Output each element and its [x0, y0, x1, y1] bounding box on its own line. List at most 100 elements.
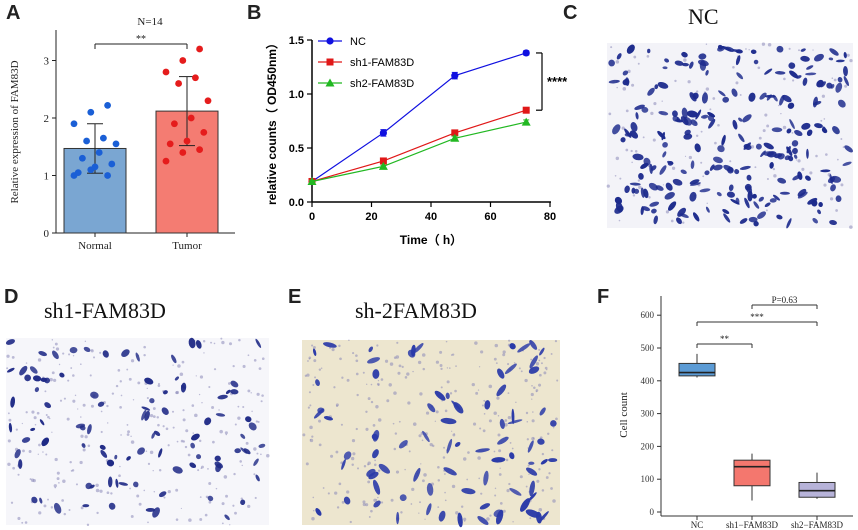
micrograph-pore — [254, 496, 257, 499]
micrograph-cell — [672, 178, 683, 186]
micrograph-pore — [831, 77, 834, 80]
micrograph-cell — [624, 128, 632, 138]
micrograph-pore — [653, 102, 657, 106]
micrograph-pore — [535, 362, 540, 366]
micrograph-cell — [457, 512, 463, 528]
micrograph-cell — [451, 400, 461, 410]
micrograph-pore — [374, 459, 377, 462]
micrograph-cell — [158, 448, 163, 458]
micrograph-cell — [539, 347, 545, 356]
micrograph-pore — [211, 406, 215, 410]
micrograph-cell — [647, 87, 655, 96]
micrograph-cell — [752, 193, 757, 199]
micrograph-pore — [82, 448, 86, 452]
micrograph-pore — [474, 341, 478, 345]
micrograph-pore — [618, 219, 621, 222]
micrograph-pore — [91, 349, 93, 351]
micrograph-pore — [494, 494, 497, 497]
micrograph-pore — [143, 353, 146, 357]
micrograph-cell — [738, 133, 745, 143]
micrograph-cell — [312, 348, 317, 356]
micrograph-cell — [692, 212, 700, 222]
micrograph-pore — [791, 131, 794, 134]
micrograph-pore — [638, 185, 642, 190]
micrograph-pore — [365, 427, 369, 431]
micrograph-pore — [119, 380, 122, 383]
micrograph-pore — [767, 43, 772, 47]
micrograph-pore — [633, 55, 637, 59]
micrograph-pore — [525, 411, 529, 415]
micrograph-pore — [455, 511, 459, 515]
micrograph-pore — [95, 488, 100, 493]
micrograph-pore — [377, 383, 380, 386]
micrograph-pore — [335, 404, 339, 407]
micrograph-pore — [318, 368, 322, 371]
micrograph-pore — [443, 446, 446, 449]
micrograph-cell — [746, 174, 752, 181]
micrograph-cell — [681, 62, 689, 67]
micrograph-pore — [242, 364, 246, 368]
micrograph-pore — [502, 350, 506, 354]
micrograph-cell — [800, 55, 810, 62]
micrograph-pore — [351, 463, 354, 466]
micrograph-pore — [318, 419, 322, 423]
micrograph-cell — [158, 491, 167, 498]
micrograph-pore — [74, 394, 77, 397]
micrograph-pore — [247, 389, 251, 393]
micrograph-pore — [33, 416, 37, 420]
micrograph-cell — [529, 355, 538, 369]
micrograph-pore — [58, 363, 61, 366]
micrograph-cell — [686, 110, 698, 118]
micrograph-pore — [376, 344, 379, 347]
micrograph-pore — [615, 156, 620, 161]
micrograph-pore — [100, 410, 103, 413]
micrograph-cell — [629, 130, 639, 139]
micrograph-pore — [318, 443, 322, 447]
micrograph-cell — [753, 59, 759, 65]
micrograph-cell — [477, 516, 489, 525]
micrograph-cell — [753, 201, 760, 209]
micrograph-pore — [136, 494, 140, 498]
micrograph-cell — [422, 430, 430, 443]
micrograph-cell — [674, 60, 684, 66]
micrograph-cell — [769, 198, 777, 203]
a-data-point — [70, 120, 78, 128]
micrograph-pore — [406, 372, 410, 376]
micrograph-cell — [10, 396, 16, 408]
micrograph-cell — [818, 202, 823, 208]
micrograph-cell — [681, 51, 688, 58]
micrograph-pore — [6, 354, 10, 358]
micrograph-cell — [315, 508, 322, 516]
micrograph-pore — [766, 124, 770, 128]
micrograph-pore — [327, 492, 330, 495]
micrograph-cell — [323, 342, 337, 348]
micrograph-pore — [245, 441, 249, 445]
micrograph-pore — [370, 509, 373, 513]
micrograph-pore — [538, 468, 541, 471]
micrograph-pore — [846, 53, 850, 57]
micrograph-cell — [79, 425, 86, 431]
micrograph-pore — [30, 478, 35, 482]
f-y-tick-label: 200 — [641, 441, 655, 451]
micrograph-pore — [497, 414, 500, 417]
micrograph-cell — [717, 145, 725, 153]
micrograph-cell — [709, 164, 715, 171]
micrograph-pore — [165, 427, 169, 431]
micrograph-pore — [518, 367, 521, 370]
micrograph-cell — [161, 407, 169, 415]
f-y-tick-label: 500 — [641, 343, 655, 353]
micrograph-pore — [7, 412, 10, 415]
micrograph-pore — [384, 359, 389, 363]
micrograph-pore — [362, 502, 366, 507]
micrograph-pore — [90, 404, 94, 408]
micrograph-nc-image — [606, 42, 853, 229]
micrograph-pore — [531, 419, 535, 423]
micrograph-pore — [309, 404, 312, 407]
b-y-tick-label: 1.5 — [289, 35, 304, 47]
micrograph-pore — [407, 401, 411, 405]
micrograph-cell — [32, 375, 42, 382]
micrograph-pore — [723, 145, 725, 147]
micrograph-cell — [779, 191, 790, 195]
micrograph-cell — [118, 482, 129, 486]
micrograph-pore — [308, 391, 311, 394]
